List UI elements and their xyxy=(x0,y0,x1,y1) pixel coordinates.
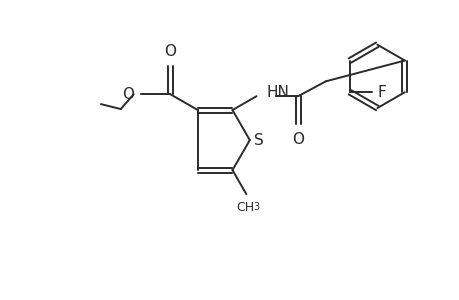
Text: O: O xyxy=(291,132,303,147)
Text: 3: 3 xyxy=(253,202,259,212)
Text: S: S xyxy=(253,133,263,148)
Text: CH: CH xyxy=(236,201,254,214)
Text: O: O xyxy=(122,87,134,102)
Text: HN: HN xyxy=(266,85,289,100)
Text: O: O xyxy=(164,44,176,59)
Text: F: F xyxy=(377,85,386,100)
